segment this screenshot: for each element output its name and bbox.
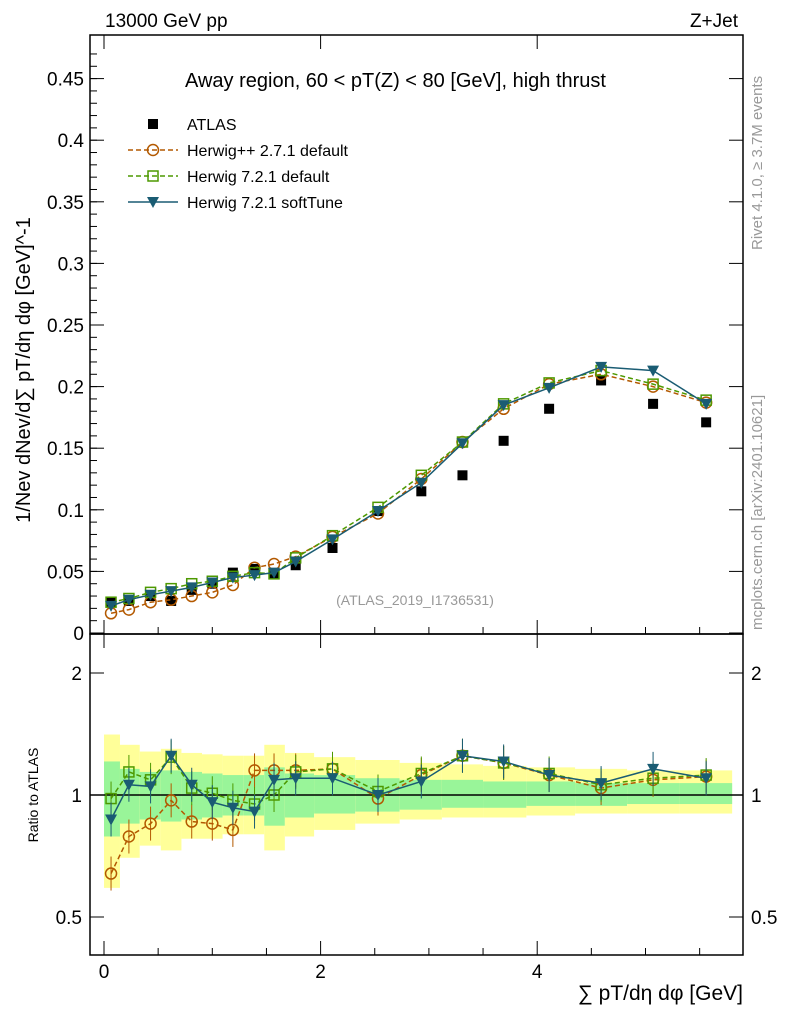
header-right: Z+Jet — [690, 11, 739, 32]
ratio-point — [248, 764, 261, 777]
data-point — [166, 595, 177, 606]
ratio-tick-label: 0.5 — [56, 908, 82, 929]
data-point — [248, 570, 261, 582]
legend-label: ATLAS — [187, 117, 237, 134]
legend-marker — [147, 170, 159, 182]
legend-label: Herwig++ 2.7.1 default — [187, 143, 349, 160]
ratio-point — [268, 774, 281, 786]
y-tick-label: 0.4 — [58, 131, 85, 152]
y-tick-label: 0.35 — [47, 193, 84, 214]
watermark: (ATLAS_2019_I1736531) — [336, 592, 494, 608]
header-left: 13000 GeV pp — [105, 11, 228, 32]
ratio-point — [700, 773, 713, 785]
y-tick-label: 0.45 — [47, 70, 84, 91]
data-point — [165, 586, 178, 598]
legend-marker — [148, 119, 158, 129]
ratio-point — [122, 830, 136, 843]
ratio-tick-label-right: 2 — [751, 664, 762, 685]
x-tick-label: 4 — [532, 962, 543, 983]
x-axis-label: ∑ pT/dη dφ [GeV] — [578, 982, 743, 1005]
data-point — [647, 378, 659, 390]
band-green — [264, 767, 285, 826]
legend-label: Herwig 7.2.1 softTune — [187, 195, 343, 212]
data-point — [122, 594, 135, 606]
series-line — [110, 369, 707, 603]
legend-marker — [146, 143, 160, 157]
ratio-point — [185, 815, 198, 828]
data-point — [415, 477, 428, 489]
data-point — [105, 600, 118, 612]
band-green — [526, 781, 576, 806]
ratio-point — [248, 806, 261, 818]
data-point — [648, 398, 659, 409]
data-point — [326, 534, 339, 546]
data-point — [543, 382, 556, 394]
ratio-point — [206, 797, 219, 809]
ratio-tick-label: 2 — [71, 664, 82, 685]
data-point — [544, 403, 555, 414]
ratio-point — [122, 779, 135, 791]
data-point — [701, 417, 712, 428]
y-tick-label: 0.1 — [58, 501, 84, 522]
ratio-point — [185, 779, 198, 791]
ratio-point — [595, 778, 608, 790]
ratio-point — [165, 750, 178, 762]
data-point — [289, 556, 302, 568]
data-point — [144, 589, 157, 601]
data-point — [327, 542, 338, 553]
ratio-point — [144, 817, 157, 830]
y-tick-label: 0.05 — [47, 562, 84, 583]
x-tick-label: 0 — [99, 962, 110, 983]
ratio-point — [543, 770, 556, 782]
data-point — [185, 582, 198, 594]
data-point — [206, 577, 219, 589]
rivet-label: Rivet 4.1.0, ≥ 3.7M events — [749, 76, 766, 250]
band-green — [441, 779, 484, 808]
ratio-point — [144, 781, 157, 793]
ratio-point — [371, 790, 384, 801]
y-tick-label: 0.25 — [47, 316, 84, 337]
y-tick-label: 0 — [73, 624, 84, 645]
ratio-point — [104, 867, 118, 880]
data-point — [497, 400, 510, 412]
x-tick-label: 2 — [315, 962, 326, 983]
ratio-point — [164, 794, 178, 807]
ratio-point — [647, 763, 660, 775]
y-tick-label: 0.15 — [47, 439, 84, 460]
y-axis-label: 1/Nev dNev/d∑ pT/dη dφ [GeV]^-1 — [13, 217, 35, 523]
data-point — [498, 435, 509, 446]
data-point — [647, 365, 660, 377]
ratio-point — [226, 802, 239, 814]
ratio-point — [326, 773, 339, 785]
y-tick-label: 0.2 — [58, 378, 84, 399]
plot-title: Away region, 60 < pT(Z) < 80 [GeV], high… — [185, 70, 606, 92]
data-point — [700, 398, 713, 410]
data-point — [249, 563, 260, 574]
legend-label: Herwig 7.2.1 default — [187, 169, 330, 186]
ratio-point — [105, 814, 118, 826]
data-point — [595, 361, 608, 373]
series-line — [110, 373, 707, 615]
y-tick-label: 0.3 — [58, 254, 84, 275]
data-point — [226, 572, 239, 584]
data-point — [268, 567, 281, 579]
data-point — [457, 470, 468, 481]
ratio-point — [289, 773, 302, 785]
series-line — [110, 366, 707, 607]
ratio-y-axis-label: Ratio to ATLAS — [25, 748, 41, 843]
ratio-tick-label: 1 — [71, 786, 82, 807]
data-point — [456, 438, 469, 450]
source-label: mcplots.cern.ch [arXiv:2401.10621] — [749, 395, 766, 630]
ratio-tick-label-right: 0.5 — [751, 908, 777, 929]
ratio-tick-label-right: 1 — [751, 786, 762, 807]
ratio-point — [497, 756, 510, 768]
ratio-point — [456, 750, 469, 762]
ratio-point — [415, 776, 428, 788]
data-point — [416, 486, 427, 497]
data-point — [371, 506, 384, 518]
legend-marker — [147, 197, 159, 208]
